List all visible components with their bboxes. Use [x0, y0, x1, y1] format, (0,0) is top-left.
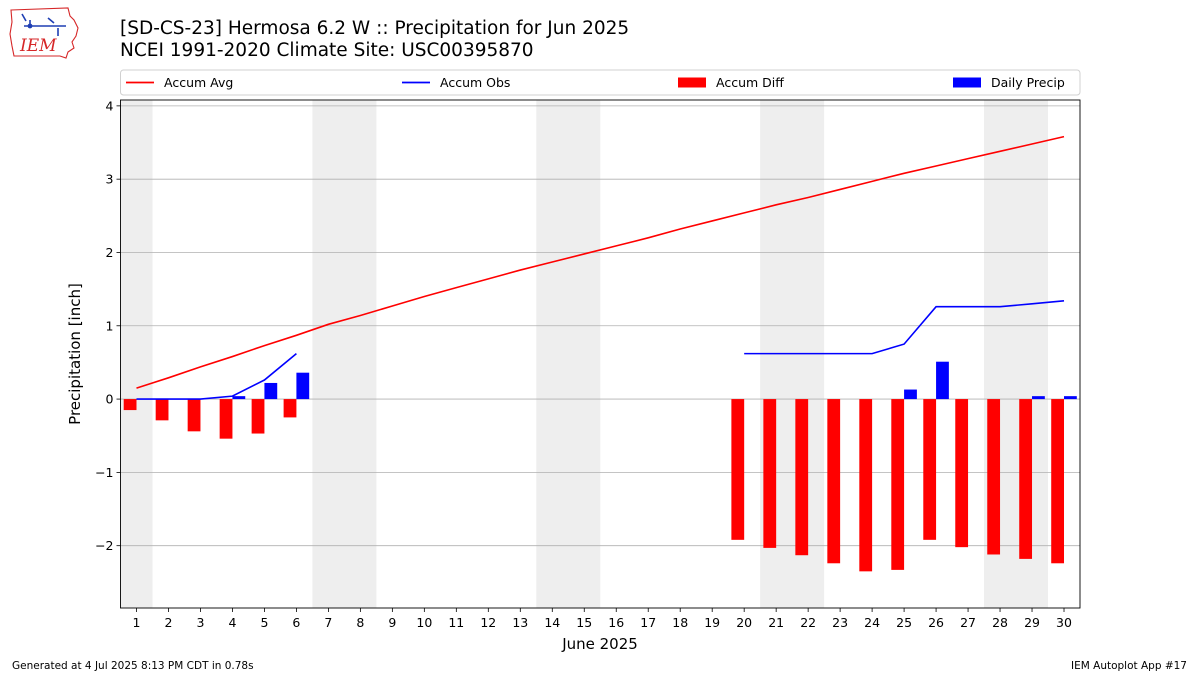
legend-label-accum-avg: Accum Avg	[164, 75, 233, 90]
accum-diff-bar-24	[859, 399, 873, 572]
accum-diff-bar-3	[187, 399, 201, 432]
axes	[116, 99, 1081, 612]
daily-precip-bar-26	[936, 361, 949, 400]
accum-diff-bar-22	[795, 399, 809, 556]
chart-title: [SD-CS-23] Hermosa 6.2 W :: Precipitatio…	[120, 18, 630, 39]
x-tick-label-29: 30	[1056, 615, 1072, 630]
x-tick-label-27: 28	[992, 615, 1008, 630]
weather-instrument-icon	[21, 13, 66, 36]
weekend-band-4	[984, 100, 1049, 608]
legend-box	[120, 69, 1081, 96]
weekend-band-2	[536, 100, 601, 608]
plot-frame	[120, 99, 1081, 609]
daily-precip-bar-4	[232, 396, 246, 400]
y-tick-label-1: −1	[95, 465, 113, 480]
x-tick-label-14: 15	[576, 615, 592, 630]
accum-diff-bar-20	[731, 399, 745, 540]
x-tick-label-0: 1	[133, 615, 141, 630]
y-tick-label-6: 4	[106, 98, 114, 113]
accum-obs-line-1	[744, 300, 1065, 355]
accum-avg-line-0	[136, 135, 1065, 389]
x-tick-label-28: 29	[1024, 615, 1040, 630]
x-tick-label-12: 13	[512, 615, 528, 630]
daily-precip-bar-25	[904, 389, 917, 400]
weekend-shading	[120, 100, 1049, 608]
x-axis-label: June 2025	[561, 635, 638, 653]
x-tick-label-21: 22	[800, 615, 816, 630]
anemometer-cup-icon	[27, 23, 33, 29]
accum-diff-bar-4	[219, 399, 233, 439]
y-tick-label-2: 0	[106, 392, 114, 407]
y-tick-label-0: −2	[95, 538, 113, 553]
x-tick-label-10: 11	[448, 615, 464, 630]
x-tick-label-7: 8	[356, 615, 364, 630]
iem-logo: IEM	[9, 7, 79, 59]
y-tick-label-4: 2	[106, 245, 114, 260]
accum-diff-bar-6	[283, 399, 297, 418]
accum-diff-bar-23	[827, 399, 841, 564]
weekend-band-1	[312, 100, 377, 608]
series-lines	[136, 135, 1065, 400]
legend: Accum Avg Accum Obs Accum Diff Daily Precip	[120, 69, 1081, 96]
x-tick-label-15: 16	[608, 615, 624, 630]
accum-diff-bar-27	[955, 399, 969, 548]
footer-app-id: IEM Autoplot App #17	[1071, 660, 1187, 672]
legend-label-accum-obs: Accum Obs	[440, 75, 510, 90]
x-tick-label-19: 20	[736, 615, 752, 630]
x-tick-label-23: 24	[864, 615, 880, 630]
footer-generated: Generated at 4 Jul 2025 8:13 PM CDT in 0…	[12, 660, 254, 672]
x-tick-label-9: 10	[416, 615, 432, 630]
x-tick-label-11: 12	[480, 615, 496, 630]
x-tick-label-24: 25	[896, 615, 912, 630]
x-tick-label-4: 5	[260, 615, 268, 630]
accum-diff-bar-2	[155, 399, 169, 421]
weekend-band-3	[760, 100, 825, 608]
x-tick-label-22: 23	[832, 615, 848, 630]
x-tick-label-5: 6	[292, 615, 300, 630]
y-axis-label: Precipitation [inch]	[66, 283, 84, 425]
grid-lines	[120, 105, 1080, 547]
x-tick-label-16: 17	[640, 615, 656, 630]
x-tick-label-6: 7	[324, 615, 332, 630]
y-tick-label-3: 1	[106, 318, 114, 333]
accum-diff-bar-5	[251, 399, 265, 434]
x-tick-label-17: 18	[672, 615, 688, 630]
x-tick-label-8: 9	[388, 615, 396, 630]
x-tick-label-25: 26	[928, 615, 944, 630]
accum-diff-bar-25	[891, 399, 905, 570]
y-tick-label-5: 3	[106, 172, 114, 187]
accum-diff-bar-21	[763, 399, 777, 548]
legend-label-accum-diff: Accum Diff	[716, 75, 784, 90]
x-tick-label-13: 14	[544, 615, 560, 630]
x-tick-label-2: 3	[196, 615, 204, 630]
daily-precip-bar-29	[1032, 396, 1045, 400]
daily-precip-bar-30	[1064, 396, 1077, 400]
chart-subtitle: NCEI 1991-2020 Climate Site: USC00395870	[120, 40, 534, 61]
bars	[123, 361, 1077, 572]
x-tick-label-3: 4	[228, 615, 236, 630]
x-tick-label-18: 19	[704, 615, 720, 630]
accum-obs-line-0	[136, 353, 297, 400]
daily-precip-bar-5	[264, 382, 278, 400]
accum-diff-bar-28	[987, 399, 1001, 555]
legend-swatch-daily-precip	[953, 77, 981, 88]
x-tick-label-26: 27	[960, 615, 976, 630]
legend-swatch-accum-diff	[678, 77, 706, 88]
x-tick-label-1: 2	[164, 615, 172, 630]
accum-diff-bar-30	[1051, 399, 1065, 564]
legend-label-daily-precip: Daily Precip	[991, 75, 1065, 90]
accum-diff-bar-26	[923, 399, 937, 540]
logo-text: IEM	[19, 36, 57, 56]
accum-diff-bar-29	[1019, 399, 1033, 559]
iowa-state-outline-icon	[9, 7, 79, 59]
x-tick-label-20: 21	[768, 615, 784, 630]
weekend-band-0	[120, 100, 153, 608]
accum-diff-bar-1	[123, 399, 137, 411]
daily-precip-bar-6	[296, 372, 310, 400]
